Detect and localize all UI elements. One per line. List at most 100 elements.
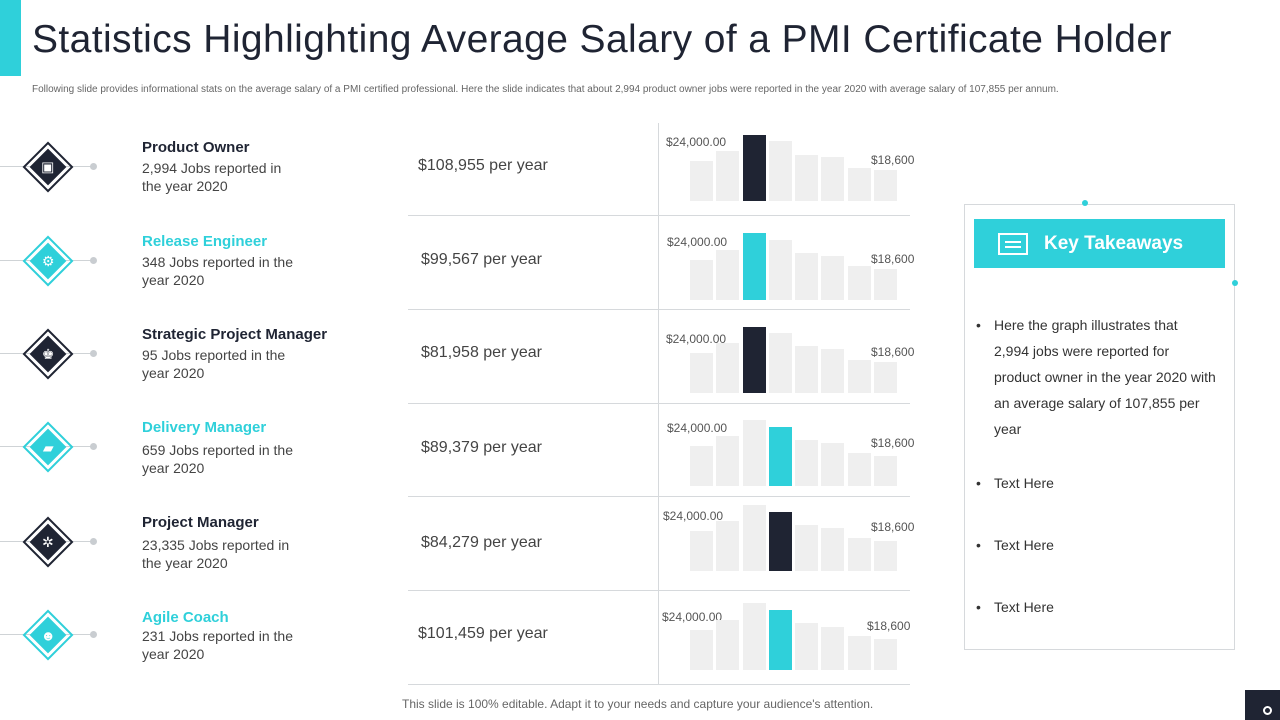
stat-row-release-engineer: ⚙ Release Engineer 348 Jobs reported in … <box>0 215 920 309</box>
manager-icon: ♚ <box>22 328 74 380</box>
connector-dot <box>90 257 97 264</box>
connector-dot <box>90 350 97 357</box>
row-divider <box>408 684 910 685</box>
takeaways-list: Here the graph illustrates that 2,994 jo… <box>976 312 1216 656</box>
salary-value: $99,567 per year <box>421 251 542 268</box>
bar-chart-project-manager: $24,000.00 $18,600 <box>663 491 914 571</box>
chart-bar <box>716 151 739 201</box>
corner-tab <box>1245 690 1280 720</box>
chart-bar <box>821 157 844 201</box>
chart-bar <box>821 256 844 300</box>
chart-bar <box>716 343 739 393</box>
chart-bar <box>743 420 766 486</box>
jobs-count: 23,335 Jobs reported in the year 2020 <box>142 537 290 571</box>
chart-end-label: $18,600 <box>871 520 915 534</box>
chart-bar <box>769 141 792 201</box>
chart-end-label: $18,600 <box>871 153 915 167</box>
chart-bar <box>821 528 844 571</box>
delivery-truck-icon: ▰ <box>22 421 74 473</box>
role-title: Product Owner <box>142 139 250 156</box>
settings-gear-icon: ✲ <box>22 516 74 568</box>
title-accent-bar <box>0 0 21 76</box>
chart-top-label: $24,000.00 <box>667 235 728 249</box>
stat-row-product-owner: ▣ Product Owner 2,994 Jobs reported in t… <box>0 121 920 215</box>
jobs-count: 231 Jobs reported in the year 2020 <box>142 628 293 662</box>
chart-bar <box>795 155 818 201</box>
footer-note: This slide is 100% editable. Adapt it to… <box>402 697 874 711</box>
takeaway-item: Here the graph illustrates that 2,994 jo… <box>976 312 1216 442</box>
chart-bar <box>874 269 897 300</box>
gear-icon: ⚙ <box>22 235 74 287</box>
chart-bar <box>848 636 871 670</box>
chart-bar-highlight <box>769 512 792 571</box>
chart-end-label: $18,600 <box>871 436 915 450</box>
chart-bar-highlight <box>743 135 766 201</box>
chart-bar <box>716 620 739 670</box>
row-divider <box>408 309 910 310</box>
chart-bar <box>769 240 792 300</box>
connector-dot <box>90 538 97 545</box>
row-divider <box>408 496 910 497</box>
chart-end-label: $18,600 <box>871 345 915 359</box>
jobs-count: 2,994 Jobs reported in the year 2020 <box>142 160 282 194</box>
salary-value: $89,379 per year <box>421 439 542 456</box>
coach-person-icon: ☻ <box>22 609 74 661</box>
chart-top-label: $24,000.00 <box>666 135 727 149</box>
chart-bar <box>690 630 713 670</box>
takeaways-box <box>964 204 1235 650</box>
chart-bar <box>690 531 713 571</box>
chart-bar <box>848 266 871 300</box>
chart-bar <box>716 436 739 486</box>
chart-bar <box>848 538 871 571</box>
chart-bar <box>743 603 766 670</box>
connector-dot <box>90 163 97 170</box>
chart-top-label: $24,000.00 <box>666 332 727 346</box>
chart-bar-highlight <box>743 233 766 300</box>
chart-end-label: $18,600 <box>871 252 915 266</box>
chart-bar <box>874 362 897 393</box>
chart-bar <box>769 333 792 393</box>
connector-dot <box>90 631 97 638</box>
takeaway-item: Text Here <box>976 470 1216 496</box>
chart-bar <box>716 250 739 300</box>
chart-bar <box>690 353 713 393</box>
bar-chart-strategic-project-manager: $24,000.00 $18,600 <box>666 313 914 393</box>
takeaways-title: Key Takeaways <box>1044 232 1184 254</box>
salary-value: $81,958 per year <box>421 344 542 361</box>
chart-bar <box>821 627 844 670</box>
chart-top-label: $24,000.00 <box>663 509 724 523</box>
chart-top-label: $24,000.00 <box>662 610 723 624</box>
chart-bar <box>821 443 844 486</box>
stat-row-delivery-manager: ▰ Delivery Manager 659 Jobs reported in … <box>0 401 920 495</box>
certificate-icon <box>998 232 1028 255</box>
takeaway-item: Text Here <box>976 594 1216 620</box>
chart-bar <box>874 639 897 670</box>
takeaways-dot <box>1232 280 1238 286</box>
salary-value: $108,955 per year <box>418 157 548 174</box>
chart-bar <box>716 521 739 571</box>
page-subtitle: Following slide provides informational s… <box>32 84 1059 95</box>
role-title: Project Manager <box>142 514 259 531</box>
chart-bar <box>848 168 871 201</box>
chart-bar <box>821 349 844 393</box>
salary-value: $101,459 per year <box>418 625 548 642</box>
connector-dot <box>90 443 97 450</box>
chart-bar <box>848 453 871 486</box>
jobs-count: 659 Jobs reported in the year 2020 <box>142 442 293 476</box>
chart-bar <box>743 505 766 571</box>
bar-chart-release-engineer: $24,000.00 $18,600 <box>667 220 914 300</box>
chart-bar <box>690 446 713 486</box>
salary-value: $84,279 per year <box>421 534 542 551</box>
role-title: Delivery Manager <box>142 419 267 436</box>
stat-row-project-manager: ✲ Project Manager 23,335 Jobs reported i… <box>0 496 920 590</box>
jobs-count: 95 Jobs reported in the year 2020 <box>142 347 286 381</box>
bar-chart-delivery-manager: $24,000.00 $18,600 <box>667 406 914 486</box>
column-divider <box>658 123 659 685</box>
chart-bar <box>795 525 818 571</box>
chart-bar <box>690 260 713 300</box>
chart-bar <box>795 440 818 486</box>
product-box-icon: ▣ <box>22 141 74 193</box>
row-divider <box>408 590 910 591</box>
row-divider <box>408 215 910 216</box>
chart-top-label: $24,000.00 <box>667 421 728 435</box>
